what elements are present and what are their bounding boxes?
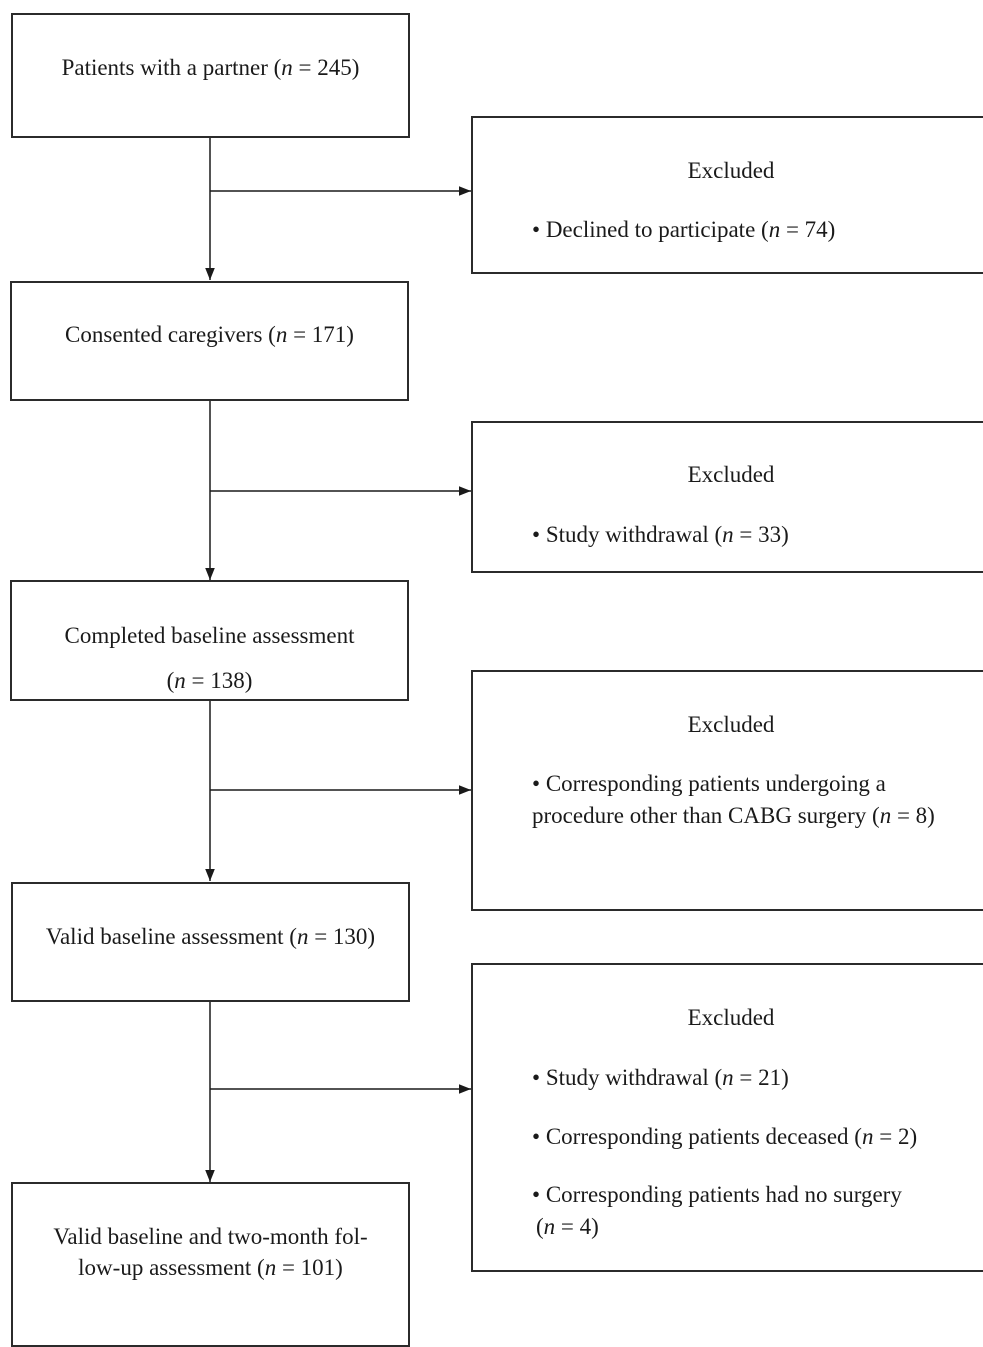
excluded-3-item-line2: procedure other than CABG surgery (n = 8…	[532, 803, 935, 828]
label-valid-followup-line1: Valid baseline and two-month fol-	[53, 1224, 368, 1249]
excluded-4-item-deceased: • Corresponding patients deceased (n = 2…	[532, 1124, 918, 1149]
excluded-1-title: Excluded	[687, 158, 775, 183]
box-consented-caregivers	[10, 281, 409, 401]
label-valid-followup-line2: low-up assessment (n = 101)	[78, 1255, 343, 1280]
excluded-3-item-line1: • Corresponding patients undergoing a	[532, 771, 886, 796]
box-patients-with-partner	[11, 13, 410, 138]
excluded-4-title: Excluded	[687, 1005, 775, 1030]
excluded-3-title: Excluded	[687, 712, 775, 737]
excluded-1-item-declined: • Declined to participate (n = 74)	[532, 217, 836, 242]
excluded-4-item-no-surgery-line2: (n = 4)	[536, 1214, 599, 1239]
box-valid-baseline	[11, 882, 410, 1002]
label-valid-baseline: Valid baseline assessment (n = 130)	[45, 924, 376, 949]
box-completed-baseline	[10, 580, 409, 701]
label-completed-baseline-count: (n = 138)	[166, 668, 253, 693]
box-valid-followup	[11, 1182, 410, 1347]
box-excluded-3	[471, 670, 983, 911]
label-patients-with-partner: Patients with a partner (n = 245)	[61, 55, 360, 80]
box-excluded-2	[471, 421, 983, 573]
excluded-4-item-withdrawal: • Study withdrawal (n = 21)	[532, 1065, 789, 1090]
box-excluded-4	[471, 963, 983, 1272]
label-completed-baseline-line1: Completed baseline assessment	[64, 623, 355, 648]
excluded-2-title: Excluded	[687, 462, 775, 487]
box-excluded-1	[471, 116, 983, 274]
excluded-2-item-withdrawal: • Study withdrawal (n = 33)	[532, 522, 789, 547]
label-consented-caregivers: Consented caregivers (n = 171)	[65, 322, 354, 347]
excluded-4-item-no-surgery-line1: • Corresponding patients had no surgery	[532, 1182, 902, 1207]
